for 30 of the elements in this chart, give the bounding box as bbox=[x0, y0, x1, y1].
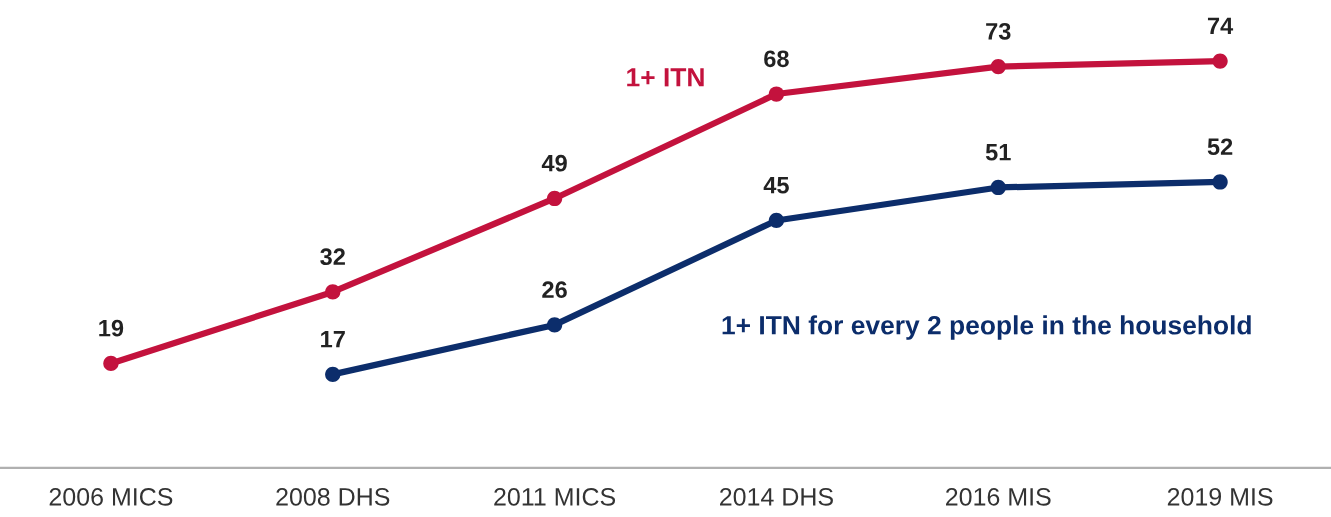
x-tick-label: 2014 DHS bbox=[720, 487, 833, 506]
data-label: 51 bbox=[985, 144, 1011, 161]
data-label: 68 bbox=[764, 50, 789, 68]
x-tick-label: 2008 DHS bbox=[276, 487, 390, 506]
data-label: 49 bbox=[541, 154, 567, 172]
data-label: 73 bbox=[986, 22, 1011, 40]
x-tick-label: 2016 MIS bbox=[946, 487, 1051, 506]
point bbox=[103, 355, 119, 372]
data-label: 32 bbox=[320, 248, 345, 266]
text: 1+ ITN for every 2 people in the household bbox=[722, 315, 1251, 340]
data-label: 45 bbox=[763, 177, 789, 194]
point bbox=[325, 284, 341, 300]
point bbox=[546, 317, 563, 333]
point bbox=[768, 212, 785, 229]
point bbox=[990, 179, 1006, 196]
point bbox=[990, 58, 1006, 75]
x-tick-label: 2006 MICS bbox=[49, 487, 173, 506]
series-label: 1+ ITN bbox=[627, 68, 704, 87]
data-label: 17 bbox=[321, 331, 345, 348]
data-label: 74 bbox=[1207, 17, 1234, 34]
x-tick-label: 2011 MICS bbox=[494, 487, 616, 506]
point bbox=[1212, 174, 1228, 190]
x-tick-label: 2019 MIS bbox=[1167, 487, 1273, 506]
data-label: 52 bbox=[1207, 138, 1233, 156]
point bbox=[768, 86, 785, 102]
data-label: 19 bbox=[99, 319, 124, 337]
point bbox=[546, 190, 563, 207]
point bbox=[325, 366, 341, 383]
point bbox=[1212, 53, 1228, 69]
data-label: 26 bbox=[542, 281, 567, 299]
